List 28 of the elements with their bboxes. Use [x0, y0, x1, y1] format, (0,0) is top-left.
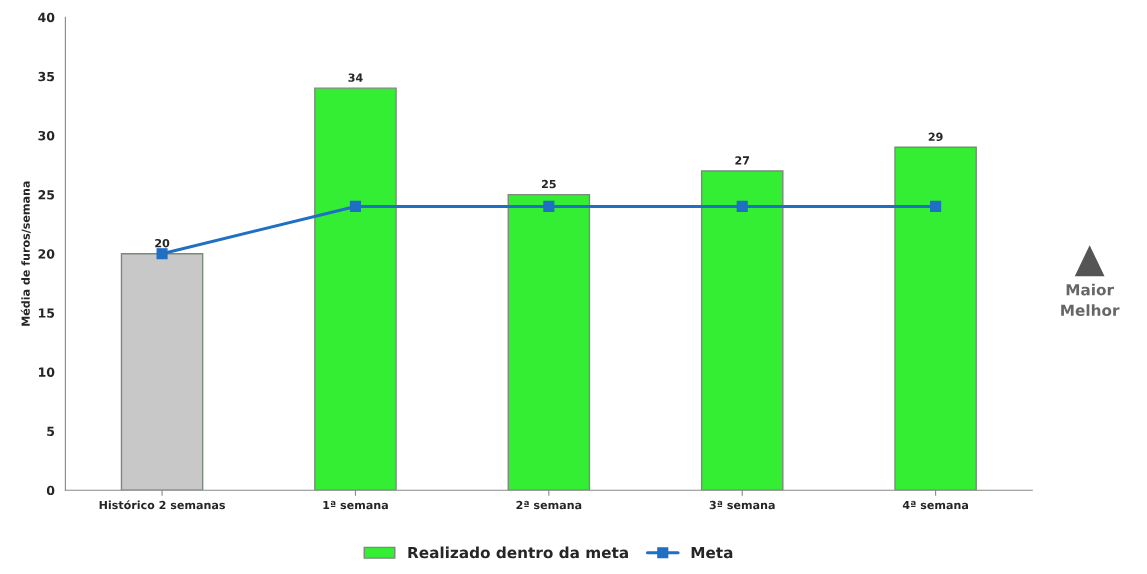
legend-label: Meta	[691, 546, 733, 559]
bar	[894, 146, 977, 491]
y-tick-label: 10	[38, 367, 55, 377]
data-label: 29	[928, 132, 943, 141]
data-label: 34	[348, 73, 363, 82]
y-tick-label: 0	[46, 485, 55, 496]
x-tick-label: 1ª semana	[323, 500, 388, 510]
y-tick-label: 5	[47, 426, 55, 436]
x-tick-label: 2ª semana	[516, 500, 582, 510]
data-label: 20	[155, 238, 170, 248]
data-label: 27	[735, 156, 750, 165]
y-axis-title: Média de furos/semana	[20, 181, 31, 326]
y-tick-label: 30	[38, 130, 55, 141]
bar	[120, 253, 204, 491]
bar	[507, 193, 591, 491]
x-tick-label: 3ª semana	[709, 500, 775, 510]
data-label: 25	[541, 179, 556, 189]
y-tick-label: 25	[38, 190, 55, 200]
legend-label: Realizado dentro da meta	[408, 546, 628, 559]
bar	[700, 170, 784, 491]
bar	[314, 87, 397, 491]
y-tick-label: 15	[38, 308, 55, 318]
x-tick-label: 4ª semana	[902, 500, 968, 510]
y-tick-label: 40	[38, 12, 55, 23]
text: Maior Melhor	[1061, 283, 1120, 317]
y-tick-label: 20	[38, 249, 55, 259]
x-tick-label: Histórico 2 semanas	[99, 500, 225, 510]
y-tick-label: 35	[38, 71, 55, 82]
